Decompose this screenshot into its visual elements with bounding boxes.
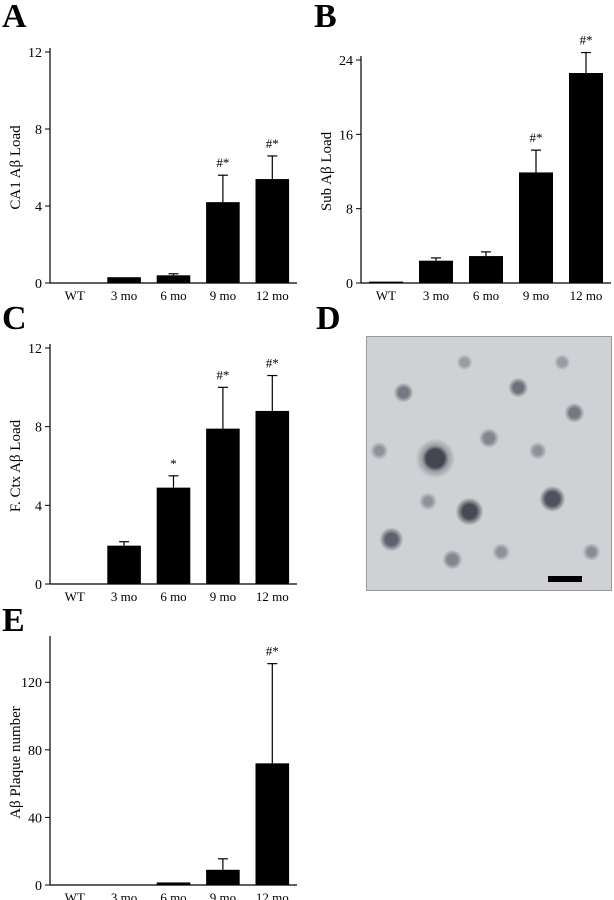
y-tick-label-a-1: 4 bbox=[35, 200, 42, 215]
x-tick-label-c-1: 3 mo bbox=[111, 589, 137, 604]
y-tick-label-b-3: 24 bbox=[339, 54, 353, 69]
bar-c-2 bbox=[156, 487, 191, 584]
y-tick-label-c-1: 4 bbox=[35, 499, 42, 514]
bar-a-1 bbox=[107, 277, 141, 283]
y-tick-label-c-0: 0 bbox=[35, 578, 42, 593]
x-tick-label-e-2: 6 mo bbox=[160, 890, 186, 900]
panel-letter-a: A bbox=[2, 0, 27, 35]
x-tick-label-b-3: 9 mo bbox=[523, 288, 549, 303]
bar-c-3 bbox=[206, 428, 240, 584]
bar-e-2 bbox=[156, 882, 191, 885]
y-axis-label-e: Aβ Plaque number bbox=[8, 706, 24, 819]
x-tick-label-b-2: 6 mo bbox=[473, 288, 499, 303]
x-tick-label-a-3: 9 mo bbox=[210, 288, 236, 303]
bar-c-1 bbox=[107, 545, 141, 584]
micrograph-image bbox=[366, 336, 612, 591]
y-axis-label-c: F. Ctx Aβ Load bbox=[8, 419, 24, 512]
panel-letter-b: B bbox=[314, 0, 337, 35]
y-tick-label-e-2: 80 bbox=[28, 744, 42, 759]
significance-mark-a-4: #* bbox=[266, 136, 279, 151]
x-tick-label-a-1: 3 mo bbox=[111, 288, 137, 303]
y-axis-label-a: CA1 Aβ Load bbox=[8, 125, 24, 210]
panel-letter-e: E bbox=[2, 602, 25, 639]
y-tick-label-b-0: 0 bbox=[346, 277, 353, 292]
significance-mark-e-4: #* bbox=[266, 644, 279, 659]
y-axis-label-b: Sub Aβ Load bbox=[319, 131, 335, 211]
y-tick-label-a-2: 8 bbox=[35, 123, 42, 138]
y-tick-label-e-3: 120 bbox=[21, 676, 42, 691]
x-tick-label-e-4: 12 mo bbox=[256, 890, 289, 900]
y-tick-label-a-3: 12 bbox=[28, 46, 42, 61]
significance-mark-c-3: #* bbox=[216, 367, 229, 382]
x-tick-label-a-2: 6 mo bbox=[160, 288, 186, 303]
bar-b-2 bbox=[469, 256, 503, 283]
bar-b-1 bbox=[419, 260, 453, 283]
significance-mark-b-4: #* bbox=[580, 33, 593, 48]
significance-mark-c-2: * bbox=[170, 456, 177, 471]
x-tick-label-c-4: 12 mo bbox=[256, 589, 289, 604]
x-tick-label-c-2: 6 mo bbox=[160, 589, 186, 604]
significance-mark-c-4: #* bbox=[266, 356, 279, 371]
significance-mark-b-3: #* bbox=[530, 130, 543, 145]
bar-b-4 bbox=[569, 73, 603, 283]
significance-mark-a-3: #* bbox=[216, 155, 229, 170]
y-tick-label-c-2: 8 bbox=[35, 421, 42, 436]
x-tick-label-c-0: WT bbox=[65, 589, 85, 604]
x-tick-label-a-4: 12 mo bbox=[256, 288, 289, 303]
x-tick-label-b-1: 3 mo bbox=[423, 288, 449, 303]
y-tick-label-e-0: 0 bbox=[35, 879, 42, 894]
bar-a-4 bbox=[255, 179, 290, 283]
x-tick-label-e-1: 3 mo bbox=[111, 890, 137, 900]
bar-b-3 bbox=[519, 172, 553, 283]
bar-e-4 bbox=[255, 763, 290, 885]
y-tick-label-b-1: 8 bbox=[346, 203, 353, 218]
y-tick-label-e-1: 40 bbox=[28, 811, 42, 826]
x-tick-label-a-0: WT bbox=[65, 288, 85, 303]
x-tick-label-e-0: WT bbox=[65, 890, 85, 900]
y-tick-label-a-0: 0 bbox=[35, 277, 42, 292]
x-tick-label-e-3: 9 mo bbox=[210, 890, 236, 900]
x-tick-label-c-3: 9 mo bbox=[210, 589, 236, 604]
bar-e-3 bbox=[206, 869, 240, 885]
y-tick-label-b-2: 16 bbox=[339, 128, 353, 143]
bar-b-0 bbox=[369, 281, 403, 283]
scale-bar bbox=[548, 576, 582, 582]
bar-c-4 bbox=[255, 410, 290, 584]
y-tick-label-c-3: 12 bbox=[28, 342, 42, 357]
panel-letter-d: D bbox=[316, 300, 341, 337]
bar-a-2 bbox=[156, 275, 191, 283]
bar-a-3 bbox=[206, 202, 240, 283]
x-tick-label-b-0: WT bbox=[376, 288, 396, 303]
x-tick-label-b-4: 12 mo bbox=[570, 288, 603, 303]
panel-letter-c: C bbox=[2, 300, 27, 337]
